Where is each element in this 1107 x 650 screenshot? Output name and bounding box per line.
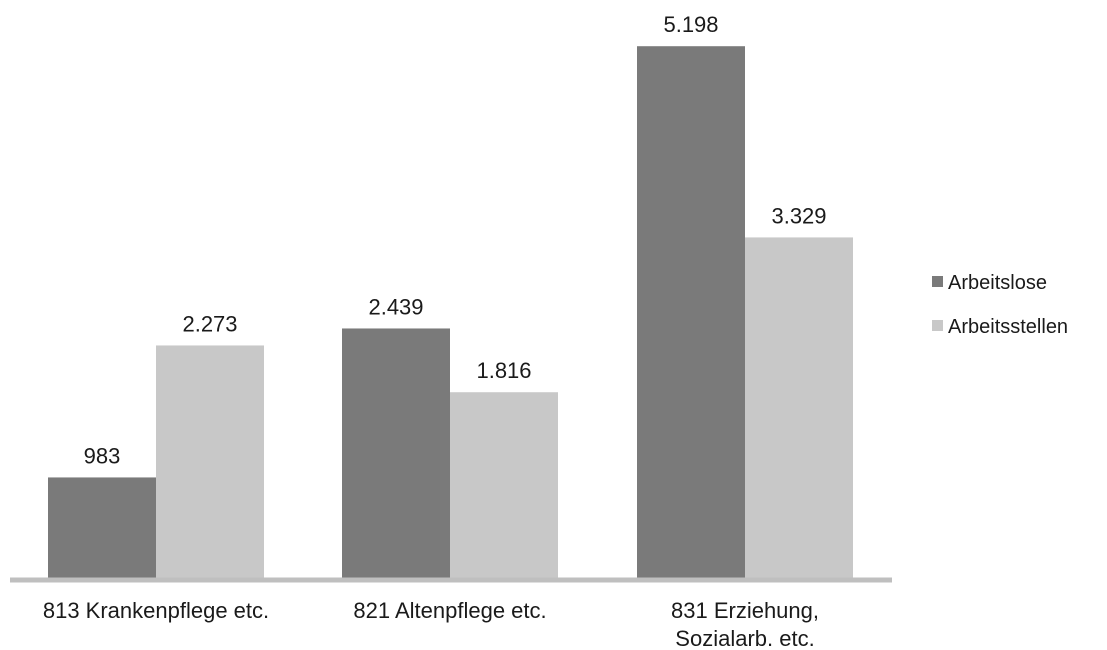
bar-arbeitslose-1 xyxy=(342,328,450,578)
category-label-0: 813 Krankenpflege etc. xyxy=(43,598,269,623)
value-label-arbeitsstellen-2: 3.329 xyxy=(771,203,826,228)
bar-arbeitsstellen-0 xyxy=(156,345,264,578)
legend-label-arbeitslose: Arbeitslose xyxy=(948,272,1047,294)
category-label-2-line-1: Sozialarb. etc. xyxy=(675,626,814,650)
legend-swatch-arbeitslose xyxy=(932,276,943,287)
value-label-arbeitslose-1: 2.439 xyxy=(368,294,423,319)
value-label-arbeitslose-0: 983 xyxy=(84,443,121,468)
value-label-arbeitsstellen-0: 2.273 xyxy=(182,311,237,336)
bar-arbeitsstellen-1 xyxy=(450,392,558,578)
category-labels-layer: 813 Krankenpflege etc. 821 Altenpflege et… xyxy=(43,598,819,650)
bars-layer xyxy=(48,46,853,579)
value-label-arbeitslose-2: 5.198 xyxy=(663,12,718,37)
value-label-arbeitsstellen-1: 1.816 xyxy=(476,358,531,383)
bar-arbeitslose-2 xyxy=(637,46,745,579)
category-label-2-line-0: 831 Erziehung, xyxy=(671,598,819,623)
value-labels-layer: 983 2.439 5.198 2.273 1.816 3.329 xyxy=(84,12,827,468)
bar-arbeitslose-0 xyxy=(48,477,156,578)
bar-arbeitsstellen-2 xyxy=(745,237,853,578)
legend-label-arbeitsstellen: Arbeitsstellen xyxy=(948,316,1068,338)
legend-swatch-arbeitsstellen xyxy=(932,320,943,331)
category-label-1: 821 Altenpflege etc. xyxy=(353,598,546,623)
legend: Arbeitslose Arbeitsstellen xyxy=(932,272,1068,338)
